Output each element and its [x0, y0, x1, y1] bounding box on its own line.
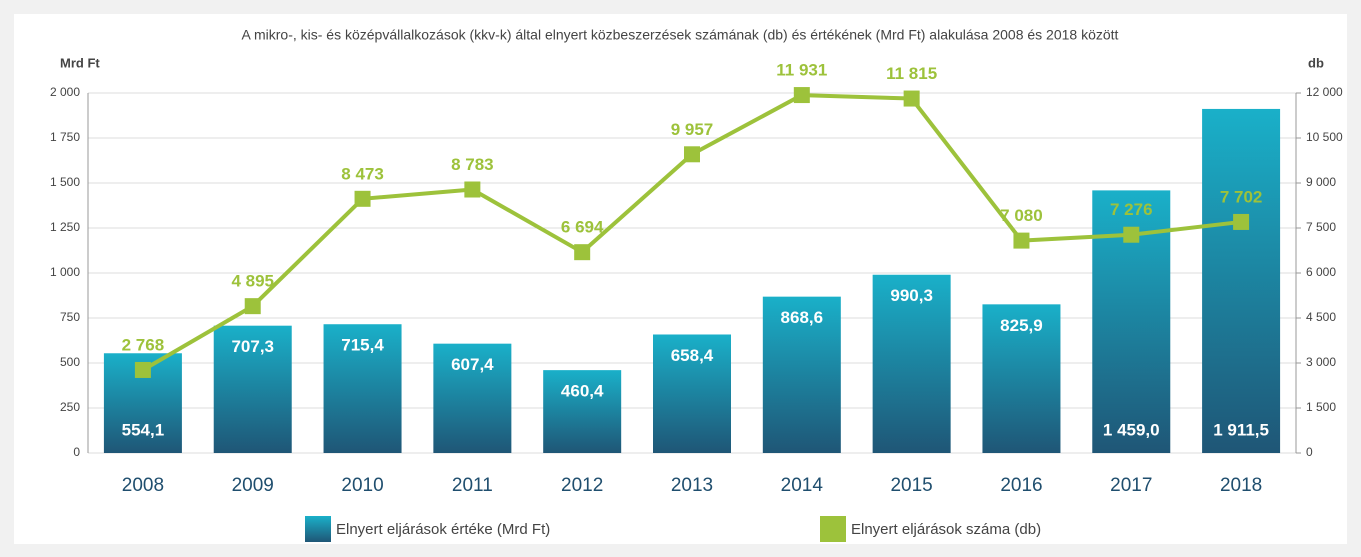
bar-value-label: 707,3 [231, 337, 274, 356]
bar-value-label: 460,4 [561, 382, 604, 401]
y-tick-label: 500 [60, 355, 80, 369]
bar [433, 343, 512, 453]
line-marker [574, 244, 591, 261]
line-marker [134, 361, 151, 378]
bar-value-label: 990,3 [890, 286, 933, 305]
line-marker [1013, 232, 1030, 249]
legend-swatch [305, 516, 331, 542]
x-tick-label: 2012 [561, 475, 603, 496]
y2-tick-label: 3 000 [1306, 355, 1336, 369]
line-value-label: 11 815 [886, 64, 937, 83]
y-tick-label: 1 000 [50, 265, 80, 279]
x-tick-label: 2015 [890, 475, 932, 496]
legend-label: Elnyert eljárások értéke (Mrd Ft) [336, 521, 550, 538]
y2-tick-label: 1 500 [1306, 400, 1336, 414]
line-marker [244, 298, 261, 315]
legend-swatch [820, 516, 846, 542]
line-marker [1123, 226, 1140, 243]
bar-value-label: 658,4 [671, 346, 714, 365]
y2-tick-label: 12 000 [1306, 85, 1343, 99]
bar-value-label: 868,6 [781, 308, 824, 327]
bar [872, 274, 951, 453]
y2-tick-label: 10 500 [1306, 130, 1343, 144]
y-tick-label: 1 500 [50, 175, 80, 189]
line-marker [903, 90, 920, 107]
line-marker [793, 87, 810, 104]
y-axis-label: Mrd Ft [60, 55, 100, 70]
x-tick-label: 2014 [781, 475, 824, 496]
x-tick-label: 2018 [1220, 475, 1262, 496]
bar [543, 370, 622, 453]
x-tick-label: 2010 [341, 475, 383, 496]
bar [653, 334, 731, 453]
y2-axis-label: db [1308, 55, 1324, 70]
x-tick-label: 2016 [1000, 475, 1042, 496]
y2-tick-label: 9 000 [1306, 175, 1336, 189]
bar [213, 325, 292, 453]
y-tick-label: 1 750 [50, 130, 80, 144]
line-marker [354, 190, 371, 207]
bar-value-label: 1 911,5 [1213, 420, 1269, 439]
bar-value-label: 825,9 [1000, 316, 1043, 335]
y-tick-label: 750 [60, 310, 80, 324]
y2-tick-label: 7 500 [1306, 220, 1336, 234]
x-tick-label: 2017 [1110, 475, 1152, 496]
bar [323, 324, 402, 453]
legend-label: Elnyert eljárások száma (db) [851, 521, 1041, 538]
line-value-label: 8 473 [341, 164, 384, 183]
line-value-label: 7 702 [1220, 187, 1263, 206]
y-tick-label: 250 [60, 400, 80, 414]
chart-title: A mikro-, kis- és középvállalkozások (kk… [242, 27, 1119, 43]
bar-value-label: 1 459,0 [1103, 420, 1160, 439]
y2-tick-label: 4 500 [1306, 310, 1336, 324]
bar-value-label: 554,1 [122, 420, 165, 439]
line-value-label: 7 276 [1110, 200, 1153, 219]
x-tick-label: 2013 [671, 475, 713, 496]
line-marker [464, 181, 481, 198]
y-tick-label: 1 250 [50, 220, 80, 234]
line-marker [1233, 213, 1250, 230]
y-tick-label: 2 000 [50, 85, 80, 99]
x-tick-label: 2008 [122, 475, 164, 496]
y2-tick-label: 6 000 [1306, 265, 1336, 279]
bar-value-label: 715,4 [341, 336, 384, 355]
line-value-label: 7 080 [1000, 206, 1043, 225]
line-value-label: 2 768 [122, 335, 165, 354]
line-value-label: 11 931 [776, 61, 827, 80]
x-tick-label: 2009 [232, 475, 274, 496]
bar-value-label: 607,4 [451, 355, 494, 374]
bar [1202, 108, 1281, 454]
line-marker [684, 146, 700, 163]
line-value-label: 4 895 [231, 272, 274, 291]
y2-tick-label: 0 [1306, 445, 1313, 459]
line-value-label: 9 957 [671, 120, 714, 139]
line-value-label: 6 694 [561, 218, 604, 237]
y-tick-label: 0 [73, 445, 80, 459]
line-value-label: 8 783 [451, 155, 494, 174]
bar [982, 304, 1061, 453]
bar [762, 296, 841, 453]
x-tick-label: 2011 [452, 475, 493, 496]
